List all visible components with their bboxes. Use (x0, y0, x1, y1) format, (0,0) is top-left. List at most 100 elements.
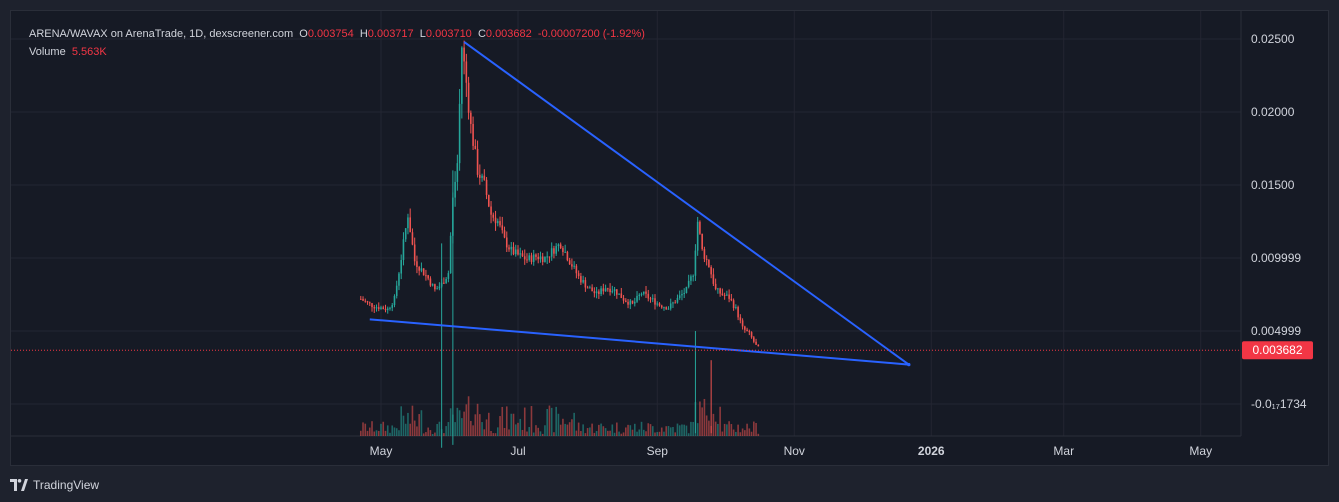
volume-bar (642, 429, 645, 436)
volume-bar (359, 430, 362, 436)
volume-bar (407, 412, 409, 436)
chart-frame[interactable]: 0.003682 0.02500 0.02000 0.01500 0.009999 0.… (10, 10, 1329, 466)
x-tick-label: May (370, 444, 393, 458)
volume-bar (535, 425, 537, 436)
candle-body (409, 217, 411, 233)
candle-body (364, 300, 367, 302)
candle (559, 242, 562, 250)
candle-body (647, 293, 650, 299)
candle (479, 164, 481, 185)
candle (544, 256, 546, 263)
candle-body (499, 221, 501, 226)
candle-body (607, 288, 609, 290)
candle-body (472, 123, 474, 146)
candle (532, 249, 535, 266)
candle (591, 284, 593, 292)
candle (445, 276, 447, 284)
candle (676, 294, 679, 304)
candle-body (463, 47, 465, 62)
candle (651, 294, 654, 303)
candle-body (526, 259, 528, 261)
volume-bar (517, 422, 519, 436)
candle-body (719, 288, 721, 294)
candle (692, 274, 694, 282)
volume-bar (584, 433, 587, 436)
volume-bar (672, 426, 674, 436)
candle (678, 290, 681, 300)
candle (625, 298, 627, 303)
grid-lines (11, 11, 1242, 437)
volume-bar (393, 427, 396, 436)
candle-body (425, 275, 427, 277)
candle-body (739, 317, 742, 321)
volume-bar (472, 425, 474, 436)
volume-bar (750, 431, 753, 436)
volume-bar (636, 431, 638, 436)
candle (481, 173, 483, 182)
candle-body (382, 307, 385, 309)
volume-bar (456, 407, 459, 436)
volume-bar (611, 424, 614, 436)
candle-body (474, 145, 477, 149)
volume-bar (665, 426, 668, 436)
candle-body (746, 329, 748, 332)
trendlines[interactable] (369, 41, 911, 367)
candle (499, 216, 501, 228)
candle-body (400, 260, 403, 274)
volume-bar (391, 425, 394, 436)
volume-bar (714, 421, 717, 436)
candle-body (467, 82, 470, 113)
price-axis[interactable]: 0.02500 0.02000 0.01500 0.009999 0.004999 -0.… (1251, 32, 1307, 411)
volume-bar (683, 424, 685, 436)
open-value: 0.003754 (307, 28, 354, 40)
volume-bar (427, 427, 429, 436)
volume-bar (550, 407, 553, 436)
volume-bar (557, 413, 560, 436)
volume-bar (416, 426, 418, 436)
price-chart[interactable]: 0.003682 0.025000.020000.015000.0099990.… (11, 11, 1328, 465)
time-axis[interactable]: May Jul Sep Nov 2026 Mar May (370, 444, 1212, 458)
tradingview-brand[interactable]: TradingView (33, 478, 100, 492)
volume-bar (530, 406, 533, 436)
ohlc-legend: ARENA/WAVAX on ArenaTrade, 1D, dexscreen… (29, 28, 645, 40)
candle (398, 271, 400, 291)
volume-bar (541, 433, 544, 436)
volume-label: Volume (29, 46, 66, 58)
candle (404, 228, 407, 242)
volume-bar (586, 428, 589, 436)
volume-bar (436, 424, 438, 436)
candle (696, 216, 699, 256)
volume-bar (445, 426, 447, 436)
x-tick-label: Sep (647, 444, 669, 458)
candle (609, 283, 611, 296)
volume-bar (613, 432, 616, 436)
candle-body (717, 288, 719, 290)
candle (447, 270, 450, 283)
candle (458, 89, 461, 171)
candle-body (375, 307, 378, 309)
candle-body (548, 256, 551, 258)
candle-body (407, 217, 409, 229)
candle-body (427, 275, 429, 279)
candle (607, 287, 609, 292)
volume-bar (703, 398, 706, 436)
candle-body (476, 148, 479, 175)
volume-bar (402, 415, 405, 436)
candle (472, 116, 474, 150)
candle (586, 285, 589, 289)
candle (443, 277, 445, 285)
volume-bar (463, 411, 465, 436)
candle (575, 264, 578, 279)
candle (402, 232, 405, 266)
tradingview-logo-icon[interactable] (10, 479, 28, 491)
candle (521, 250, 524, 257)
candle (649, 296, 652, 303)
volume-bar (726, 424, 728, 436)
volume-bar (577, 422, 580, 436)
volume-bar (422, 433, 425, 436)
candle (732, 298, 735, 311)
candle-body (503, 230, 506, 238)
candle (420, 262, 423, 273)
volume-bar (514, 424, 517, 436)
candle (537, 253, 540, 264)
